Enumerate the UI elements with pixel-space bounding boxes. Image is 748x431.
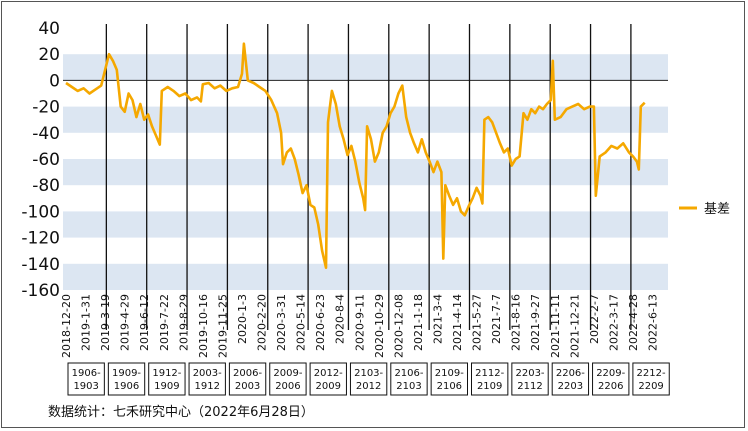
x-tick-label: 2021-3-4	[431, 294, 444, 344]
contract-window-label: 1909-	[112, 368, 141, 379]
grid-band	[63, 263, 668, 290]
y-tick-label: -60	[32, 150, 60, 170]
contract-window-label: 2203	[558, 381, 583, 392]
x-tick-label: 2020-6-23	[314, 294, 327, 351]
contract-window-label: 2112	[517, 381, 542, 392]
contract-window-label: 2106-	[394, 368, 423, 379]
contract-window-label: 2006	[275, 381, 300, 392]
x-tick-label: 2021-1-18	[412, 294, 425, 351]
x-tick-label: 2021-11-11	[549, 294, 562, 358]
contract-window-label: 2209-	[596, 368, 625, 379]
contract-window-label: 1912	[194, 381, 219, 392]
x-tick-label: 2020-3-31	[275, 294, 288, 351]
x-tick-label: 2020-5-14	[295, 294, 308, 351]
grid-band	[63, 106, 668, 133]
x-tick-label: 2021-5-27	[471, 294, 484, 351]
x-tick-label: 2019-8-29	[177, 294, 190, 351]
contract-window-box	[107, 362, 146, 396]
x-tick-label: 2019-10-16	[197, 294, 210, 358]
contract-window-box	[390, 362, 428, 396]
contract-window-box	[430, 362, 468, 396]
contract-window-box	[188, 362, 226, 396]
y-tick-label: -120	[21, 229, 60, 249]
contract-window-box	[228, 362, 267, 396]
contract-window-label: 1906	[114, 381, 139, 392]
contract-window-label: 2209	[638, 381, 663, 392]
contract-window-label: 2103	[396, 381, 421, 392]
contract-window-label: 2112-	[475, 368, 504, 379]
y-tick-label: -160	[21, 281, 60, 301]
x-tick-label: 2019-1-31	[80, 294, 93, 351]
x-tick-label: 2020-12-08	[392, 294, 405, 358]
contract-window-box	[148, 362, 186, 396]
y-tick-label: -140	[21, 255, 60, 275]
y-tick-label: -80	[32, 176, 60, 196]
source-note: 数据统计：七禾研究中心（2022年6月28日）	[48, 405, 314, 420]
x-tick-label: 2019-4-29	[119, 294, 132, 351]
contract-window-box	[309, 362, 347, 396]
x-tick-label: 2022-2-7	[588, 294, 601, 344]
contract-window-label: 2003-	[193, 368, 222, 379]
contract-window-box	[471, 362, 509, 396]
contract-window-label: 2012	[356, 381, 381, 392]
contract-window-box	[551, 362, 590, 396]
contract-window-label: 2003	[235, 381, 260, 392]
contract-window-box	[349, 362, 388, 396]
contract-window-label: 2106	[437, 381, 462, 392]
series-line	[65, 42, 646, 269]
contract-window-label: 2009-	[273, 368, 302, 379]
x-tick-label: 2021-12-21	[568, 294, 581, 358]
contract-window-label: 1912-	[152, 368, 181, 379]
contract-window-box	[592, 362, 630, 396]
contract-window-label: 2206	[598, 381, 623, 392]
contract-window-label: 2009	[316, 381, 341, 392]
y-tick-label: -40	[32, 124, 60, 144]
y-tick-label: 40	[38, 19, 60, 39]
contract-window-label: 2203-	[515, 368, 544, 379]
contract-window-label: 1903	[73, 381, 98, 392]
contract-window-label: 1909	[154, 381, 179, 392]
x-tick-label: 2021-4-14	[451, 294, 464, 351]
x-tick-label: 2020-9-11	[353, 294, 366, 351]
x-tick-label: 2022-4-28	[627, 294, 640, 351]
x-tick-label: 2020-1-3	[236, 294, 249, 344]
contract-window-label: 2212-	[637, 368, 666, 379]
contract-window-label: 2006-	[233, 368, 262, 379]
y-tick-label: 0	[49, 71, 60, 91]
y-tick-label: 20	[38, 45, 60, 65]
contract-window-label: 2109	[477, 381, 502, 392]
grid-band	[63, 54, 668, 81]
x-tick-label: 2021-9-27	[529, 294, 542, 351]
contract-window-label: 2012-	[314, 368, 343, 379]
x-tick-label: 2019-6-12	[138, 294, 151, 351]
contract-window-label: 2109-	[435, 368, 464, 379]
contract-window-box	[67, 362, 105, 396]
x-tick-label: 2019-7-22	[158, 294, 171, 351]
grid-band	[63, 211, 668, 238]
x-tick-label: 2022-6-13	[647, 294, 660, 351]
x-tick-label: 2022-3-17	[607, 294, 620, 351]
x-tick-label: 2020-8-4	[334, 294, 347, 344]
x-tick-label: 2021-8-16	[510, 294, 523, 351]
x-tick-label: 2018-12-20	[60, 294, 73, 358]
y-tick-label: -100	[21, 202, 60, 222]
legend-label: 基差	[704, 202, 730, 217]
x-tick-label: 2019-3-19	[99, 294, 112, 351]
x-tick-label: 2021-7-7	[490, 294, 503, 344]
y-tick-label: -20	[32, 98, 60, 118]
x-tick-label: 2020-2-20	[256, 294, 269, 351]
contract-window-label: 1906-	[72, 368, 101, 379]
contract-window-label: 2103-	[354, 368, 383, 379]
contract-window-box	[632, 362, 670, 396]
contract-window-box	[511, 362, 549, 396]
x-tick-label: 2020-10-29	[373, 294, 386, 358]
contract-window-label: 2206-	[556, 368, 585, 379]
x-tick-label: 2019-11-25	[216, 294, 229, 358]
contract-window-box	[269, 362, 307, 396]
